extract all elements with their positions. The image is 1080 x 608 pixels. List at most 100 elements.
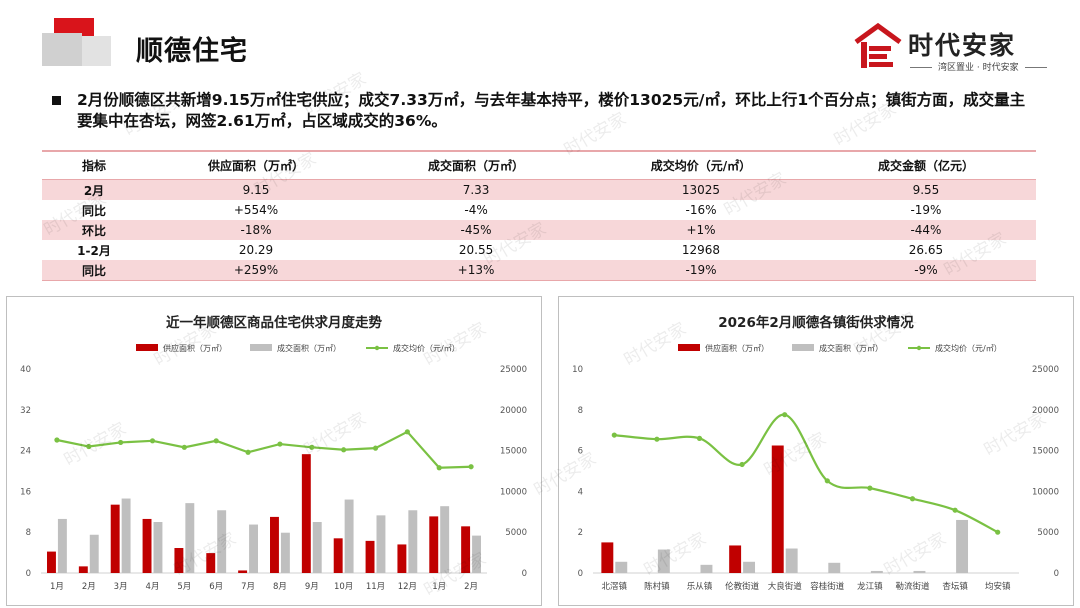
table-row-label: 2月 [42, 179, 146, 200]
price-point [782, 412, 788, 418]
supply-bar [78, 566, 88, 573]
legend-label: 供应面积（万㎡） [705, 343, 769, 353]
price-line [614, 413, 999, 534]
x-tick-label: 9月 [305, 582, 319, 592]
y-left-tick-label: 0 [26, 569, 31, 579]
table-cell: 9.55 [815, 179, 1036, 200]
x-tick-label: 北滘镇 [602, 581, 628, 592]
y-right-tick-label: 5000 [1037, 528, 1059, 538]
supply-bar [461, 526, 471, 573]
legend-swatch [678, 344, 700, 351]
table-cell: -18% [146, 220, 367, 240]
table-header-cell: 指标 [42, 150, 146, 180]
price-point [654, 436, 660, 442]
x-tick-label: 12月 [398, 582, 417, 592]
brand-name: 时代安家 [908, 31, 1017, 60]
legend-swatch [136, 344, 158, 351]
x-tick-label: 11月 [366, 582, 385, 592]
table-cell: 20.55 [458, 243, 494, 257]
logo-square-gray [42, 33, 82, 66]
deal-bar [121, 498, 131, 573]
table-row: 2月 9.15 7.33 13025 9.55 [42, 179, 1036, 200]
table-cell: 26.65 [908, 243, 944, 257]
x-tick-label: 7月 [241, 582, 255, 592]
price-point [245, 449, 251, 455]
legend-label: 成交均价（元/㎡） [393, 343, 460, 353]
table-cell: -16% [685, 203, 717, 217]
deal-bar [153, 522, 163, 573]
legend-label: 成交均价（元/㎡） [935, 343, 1002, 353]
x-tick-label: 2月 [464, 582, 478, 592]
logo-square-light [82, 36, 111, 66]
price-point [468, 464, 474, 470]
table-cell: 13025 [586, 179, 816, 200]
y-right-tick-label: 15000 [500, 447, 527, 457]
price-point [372, 445, 379, 451]
deal-bar [280, 532, 290, 573]
y-left-tick-label: 8 [26, 528, 31, 538]
x-tick-label: 2月 [82, 582, 96, 592]
x-tick-label: 伦教街道 [725, 581, 760, 592]
y-left-tick-label: 32 [20, 406, 31, 416]
price-point [118, 439, 124, 446]
y-right-tick-label: 20000 [500, 406, 527, 416]
table-cell: -4% [464, 203, 488, 217]
price-point [309, 444, 315, 450]
supply-bar [333, 538, 343, 573]
supply-bar [110, 504, 120, 573]
price-point [277, 441, 283, 447]
legend-swatch [250, 344, 272, 351]
table-header-row: 指标 供应面积（万㎡） 成交面积（万㎡） 成交均价（元/㎡） 成交金额（亿元） [42, 150, 1036, 180]
table-cell: -19% [910, 203, 942, 217]
price-point [995, 529, 1001, 535]
stats-table: 指标 供应面积（万㎡） 成交面积（万㎡） 成交均价（元/㎡） 成交金额（亿元） 2月 9.… [42, 150, 1036, 281]
x-tick-label: 1月 [432, 582, 446, 592]
price-point [213, 438, 219, 444]
table-row-label: 1-2月 [77, 243, 111, 258]
table-header-cell: 成交均价（元/㎡） [586, 150, 816, 180]
deal-bar [312, 522, 322, 573]
brand-mark-icon [854, 22, 902, 68]
legend-label: 供应面积（万㎡） [163, 343, 227, 353]
table-cell: 9.15 [146, 179, 367, 200]
supply-bar [397, 544, 407, 573]
supply-bar [729, 545, 742, 573]
x-tick-label: 8月 [273, 582, 287, 592]
table-cell: +554% [233, 203, 279, 217]
x-tick-label: 均安镇 [985, 581, 1011, 592]
y-right-tick-label: 25000 [500, 365, 527, 375]
bullet-square-icon [52, 96, 61, 105]
x-tick-label: 勒流街道 [895, 581, 930, 592]
table-cell: +1% [586, 220, 816, 240]
x-tick-label: 5月 [177, 582, 191, 592]
table-row: 同比 +554% -4% -16% -19% [42, 200, 1036, 220]
deal-bar [185, 503, 195, 573]
table-cell: 7.33 [366, 179, 587, 200]
price-point [909, 496, 916, 502]
y-left-tick-label: 24 [20, 447, 31, 457]
x-tick-label: 1月 [50, 582, 64, 592]
y-left-tick-label: 2 [578, 528, 583, 538]
chart-title: 近一年顺德区商品住宅供求月度走势 [166, 314, 382, 331]
price-point [696, 435, 703, 441]
brand-slogan: 湾区置业 · 时代安家 [904, 60, 1053, 73]
price-point [181, 444, 187, 450]
table-row: 1-2月 20.29 20.55 12968 26.65 [42, 240, 1036, 260]
price-point [149, 438, 156, 444]
summary-text: 2月份顺德区共新增9.15万㎡住宅供应；成交7.33万㎡，与去年基本持平，楼价1… [77, 91, 1026, 130]
y-right-tick-label: 5000 [505, 528, 527, 538]
y-right-tick-label: 0 [1054, 569, 1059, 579]
x-tick-label: 大良街道 [768, 581, 803, 592]
deal-bar [828, 562, 841, 573]
deal-bar [785, 548, 798, 573]
supply-bar [601, 542, 614, 573]
legend-label: 成交面积（万㎡） [819, 343, 883, 353]
table-header-cell: 成交金额（亿元） [815, 150, 1036, 180]
y-right-tick-label: 20000 [1032, 406, 1059, 416]
table-row-label: 同比 [42, 260, 146, 281]
price-point [341, 447, 347, 453]
y-left-tick-label: 40 [20, 365, 31, 375]
deal-bar [615, 561, 628, 573]
deal-bar [217, 510, 227, 573]
